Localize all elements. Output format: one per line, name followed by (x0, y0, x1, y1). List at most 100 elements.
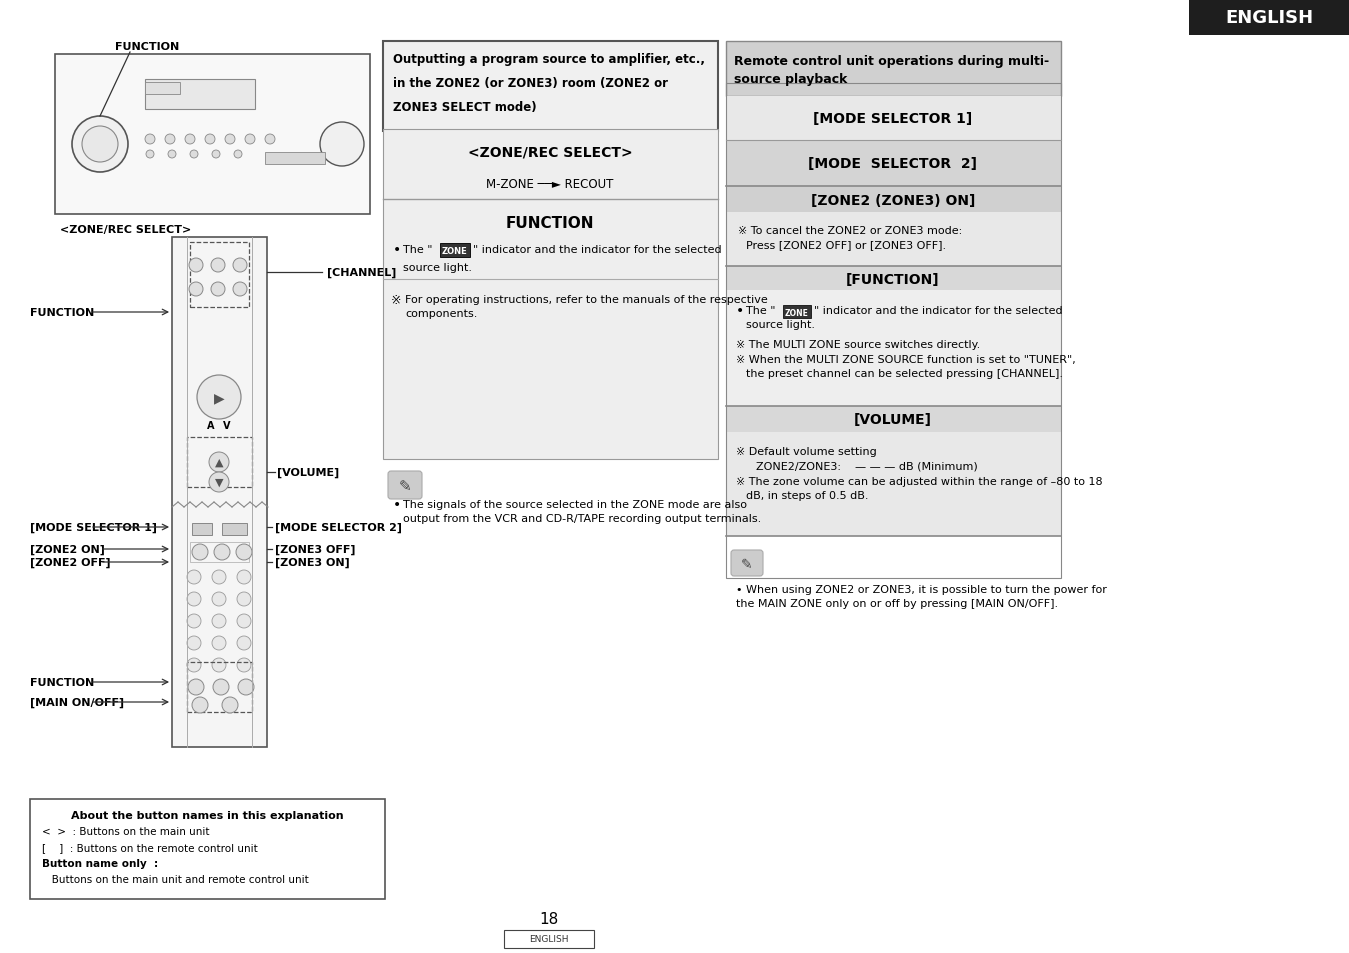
Circle shape (212, 151, 220, 159)
Text: [ZONE3 OFF]: [ZONE3 OFF] (275, 544, 356, 555)
Text: •: • (737, 304, 745, 317)
Circle shape (236, 544, 252, 560)
Circle shape (188, 659, 201, 672)
Circle shape (233, 283, 247, 296)
Text: • When using ZONE2 or ZONE3, it is possible to turn the power for: • When using ZONE2 or ZONE3, it is possi… (737, 584, 1108, 595)
Bar (173, 237, 267, 747)
Text: FUNCTION: FUNCTION (506, 215, 595, 231)
Bar (726, 407, 1062, 537)
Circle shape (237, 637, 251, 650)
Text: ▲: ▲ (214, 457, 223, 468)
Text: FUNCTION: FUNCTION (30, 678, 94, 687)
Text: Remote control unit operations during multi-: Remote control unit operations during mu… (734, 55, 1050, 69)
Bar (726, 42, 1062, 97)
Circle shape (214, 544, 229, 560)
Circle shape (146, 151, 154, 159)
Text: " indicator and the indicator for the selected: " indicator and the indicator for the se… (813, 306, 1063, 315)
Text: [VOLUME]: [VOLUME] (854, 413, 932, 427)
Bar (264, 152, 325, 165)
Circle shape (192, 698, 208, 713)
Text: source light.: source light. (403, 263, 472, 273)
Circle shape (82, 127, 117, 163)
Text: [FUNCTION]: [FUNCTION] (846, 273, 940, 287)
Text: [ZONE2 ON]: [ZONE2 ON] (30, 544, 105, 555)
FancyBboxPatch shape (731, 551, 764, 577)
Circle shape (188, 571, 201, 584)
Circle shape (320, 123, 364, 167)
Text: ZONE: ZONE (442, 247, 468, 256)
Circle shape (223, 698, 237, 713)
Circle shape (233, 151, 241, 159)
Text: ZONE3 SELECT mode): ZONE3 SELECT mode) (393, 101, 537, 114)
Circle shape (209, 453, 229, 473)
Circle shape (237, 615, 251, 628)
Bar (144, 80, 255, 110)
Text: 18: 18 (540, 911, 558, 926)
Circle shape (210, 283, 225, 296)
Text: in the ZONE2 (or ZONE3) room (ZONE2 or: in the ZONE2 (or ZONE3) room (ZONE2 or (393, 77, 668, 91)
Circle shape (197, 375, 241, 419)
Bar (223, 523, 247, 536)
Text: ※ The MULTI ZONE source switches directly.: ※ The MULTI ZONE source switches directl… (737, 339, 981, 350)
Text: M-ZONE ──► RECOUT: M-ZONE ──► RECOUT (486, 178, 614, 192)
Circle shape (212, 615, 227, 628)
Bar (144, 83, 179, 95)
Circle shape (189, 283, 202, 296)
Text: ZONE2/ZONE3:    — — — dB (Minimum): ZONE2/ZONE3: — — — dB (Minimum) (755, 461, 978, 472)
Text: ZONE: ZONE (785, 308, 809, 317)
Bar (188, 662, 252, 712)
Text: <ZONE/REC SELECT>: <ZONE/REC SELECT> (59, 225, 192, 234)
Bar (440, 244, 469, 257)
Text: [VOLUME]: [VOLUME] (277, 467, 339, 477)
Bar (30, 800, 384, 899)
FancyBboxPatch shape (389, 472, 422, 499)
Circle shape (185, 135, 196, 145)
Text: ※ The zone volume can be adjusted within the range of –80 to 18: ※ The zone volume can be adjusted within… (737, 476, 1102, 486)
Text: ✎: ✎ (741, 558, 753, 572)
Text: [ZONE3 ON]: [ZONE3 ON] (275, 558, 349, 568)
Circle shape (188, 637, 201, 650)
Text: Outputting a program source to amplifier, etc.,: Outputting a program source to amplifier… (393, 53, 706, 67)
Bar (505, 930, 594, 948)
Text: The ": The " (403, 245, 433, 254)
Bar (726, 97, 1062, 141)
Text: For operating instructions, refer to the manuals of the respective: For operating instructions, refer to the… (405, 294, 768, 305)
Circle shape (210, 258, 225, 273)
Circle shape (209, 473, 229, 493)
Circle shape (237, 659, 251, 672)
Circle shape (71, 117, 128, 172)
Circle shape (169, 151, 175, 159)
Text: <ZONE/REC SELECT>: <ZONE/REC SELECT> (468, 146, 633, 160)
Bar (726, 267, 1062, 291)
Text: ※ To cancel the ZONE2 or ZONE3 mode:: ※ To cancel the ZONE2 or ZONE3 mode: (738, 226, 962, 235)
Text: The ": The " (746, 306, 776, 315)
Text: output from the VCR and CD-R/TAPE recording output terminals.: output from the VCR and CD-R/TAPE record… (403, 514, 761, 523)
Bar (726, 407, 1062, 433)
Text: A: A (208, 420, 214, 431)
Text: dB, in steps of 0.5 dB.: dB, in steps of 0.5 dB. (746, 491, 869, 500)
Bar (188, 437, 252, 488)
Text: FUNCTION: FUNCTION (30, 308, 94, 317)
Text: [MAIN ON/OFF]: [MAIN ON/OFF] (30, 698, 124, 707)
Circle shape (237, 679, 254, 696)
Bar (383, 42, 718, 132)
Text: Buttons on the main unit and remote control unit: Buttons on the main unit and remote cont… (42, 874, 309, 884)
Text: Press [ZONE2 OFF] or [ZONE3 OFF].: Press [ZONE2 OFF] or [ZONE3 OFF]. (746, 240, 946, 250)
Text: [MODE SELECTOR 2]: [MODE SELECTOR 2] (275, 522, 402, 533)
Text: The signals of the source selected in the ZONE mode are also: The signals of the source selected in th… (403, 499, 747, 510)
Text: Button name only  :: Button name only : (42, 858, 158, 868)
Circle shape (188, 615, 201, 628)
Text: ※: ※ (391, 294, 402, 306)
Text: [    ]  : Buttons on the remote control unit: [ ] : Buttons on the remote control unit (42, 842, 258, 852)
Circle shape (233, 258, 247, 273)
Text: [CHANNEL]: [CHANNEL] (326, 268, 397, 278)
Circle shape (188, 593, 201, 606)
Circle shape (190, 151, 198, 159)
Text: About the button names in this explanation: About the button names in this explanati… (70, 810, 343, 821)
Text: [MODE SELECTOR 1]: [MODE SELECTOR 1] (30, 522, 156, 533)
Bar (726, 187, 1062, 213)
Bar (55, 55, 370, 214)
Circle shape (237, 571, 251, 584)
Bar (383, 130, 718, 459)
Bar (1188, 0, 1349, 36)
